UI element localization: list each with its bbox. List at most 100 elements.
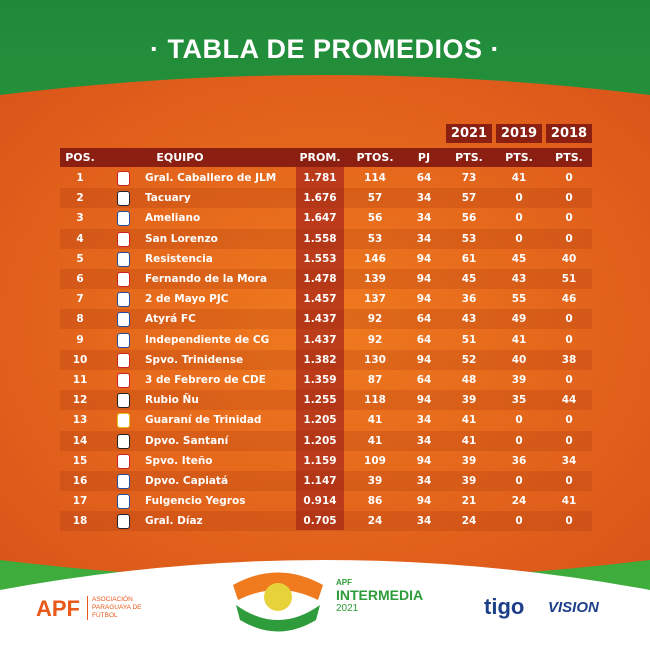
apf-logo: APF xyxy=(36,596,80,621)
team-name: Tacuary xyxy=(145,192,191,205)
team-logo xyxy=(117,433,130,449)
cell: 64 xyxy=(416,313,432,326)
event-year: 2021 xyxy=(336,603,359,614)
team-logo xyxy=(117,312,130,328)
year-header: 2018 xyxy=(546,124,592,143)
cell: 0 xyxy=(565,333,573,346)
cell: 34 xyxy=(416,475,432,487)
cell: 1 xyxy=(76,172,84,184)
cell: 4 xyxy=(76,232,84,245)
cell: 139 xyxy=(364,273,386,285)
team-logo xyxy=(117,231,130,247)
cell: 109 xyxy=(364,454,386,467)
cell: 57 xyxy=(367,192,383,205)
cell: 57 xyxy=(461,192,477,205)
cell: 45 xyxy=(461,273,477,285)
row-stripe xyxy=(60,349,592,370)
cell: 1.553 xyxy=(303,252,337,265)
cell: 0 xyxy=(515,192,523,205)
cell: 73 xyxy=(461,172,477,184)
cell: 53 xyxy=(367,232,383,245)
title: · TABLA DE PROMEDIOS · xyxy=(150,34,500,64)
cell: 38 xyxy=(561,353,577,366)
team-logo xyxy=(117,453,130,469)
cell: 41 xyxy=(461,434,477,447)
event-org: APF xyxy=(336,578,352,587)
cell: 1.647 xyxy=(303,212,337,225)
cell: 17 xyxy=(72,495,88,508)
team-name: Dpvo. Santaní xyxy=(145,434,229,447)
cell: 0 xyxy=(565,212,573,225)
row-stripe xyxy=(60,390,592,411)
team-logo xyxy=(117,191,130,207)
cell: 1.437 xyxy=(303,333,337,346)
year-header: 2021 xyxy=(446,124,492,143)
cell: 1.558 xyxy=(303,232,337,245)
cell: 41 xyxy=(511,172,527,184)
cell: 43 xyxy=(461,313,477,326)
cell: 87 xyxy=(367,374,383,386)
cell: 92 xyxy=(367,313,383,326)
cell: 94 xyxy=(416,495,432,508)
cell: 0 xyxy=(565,313,573,326)
cell: 94 xyxy=(416,454,432,467)
cell: 51 xyxy=(461,333,477,346)
cell: 48 xyxy=(461,374,477,386)
sponsor-tigo: tigo xyxy=(484,594,525,619)
cell: 40 xyxy=(511,353,527,366)
cell: 5 xyxy=(76,252,84,265)
cell: 34 xyxy=(416,192,432,205)
team-name: Guaraní de Trinidad xyxy=(145,414,262,427)
cell: 64 xyxy=(416,374,432,386)
cell: 16 xyxy=(72,475,88,487)
cell: 39 xyxy=(461,394,477,407)
event-logo xyxy=(233,572,323,632)
team-logo xyxy=(117,211,130,227)
team-name: 3 de Febrero de CDE xyxy=(145,374,266,386)
cell: 9 xyxy=(76,333,84,346)
cell: 10 xyxy=(72,353,88,366)
cell: 39 xyxy=(367,475,383,487)
cell: 2 xyxy=(76,192,84,205)
cell: 0 xyxy=(565,192,573,205)
cell: 1.676 xyxy=(303,192,337,205)
team-name: Spvo. Trinidense xyxy=(145,353,244,366)
sponsor-vision: VISION xyxy=(548,599,599,616)
cell: 34 xyxy=(416,414,432,427)
cell: 1.478 xyxy=(303,273,337,285)
cell: 94 xyxy=(416,273,432,285)
cell: 11 xyxy=(72,374,88,386)
cell: 41 xyxy=(367,434,383,447)
team-name: Spvo. Iteño xyxy=(145,454,213,467)
team-logo xyxy=(117,474,130,489)
cell: 0 xyxy=(515,434,523,447)
row-stripe xyxy=(60,228,592,249)
cell: 15 xyxy=(72,454,88,467)
cell: 56 xyxy=(367,212,383,225)
cell: 41 xyxy=(511,333,527,346)
row-stripe xyxy=(60,511,592,532)
cell: 118 xyxy=(364,394,386,407)
cell: 94 xyxy=(416,293,432,306)
team-name: Independiente de CG xyxy=(145,333,270,346)
column-header: PROM. xyxy=(299,151,341,164)
cell: 14 xyxy=(72,434,88,447)
row-stripe xyxy=(60,430,592,451)
cell: 94 xyxy=(416,252,432,265)
cell: 1.205 xyxy=(303,434,337,447)
row-stripe xyxy=(60,188,592,209)
cell: 0 xyxy=(515,515,523,528)
cell: 56 xyxy=(461,212,477,225)
team-logo xyxy=(117,373,130,388)
cell: 40 xyxy=(561,252,577,265)
team-logo xyxy=(117,393,130,409)
cell: 6 xyxy=(76,273,84,285)
cell: 44 xyxy=(561,394,577,407)
team-logo xyxy=(117,272,130,287)
column-header: PTS. xyxy=(555,151,583,164)
cell: 36 xyxy=(461,293,477,306)
cell: 24 xyxy=(511,495,527,508)
cell: 41 xyxy=(461,414,477,427)
event-name: INTERMEDIA xyxy=(336,587,424,603)
cell: 64 xyxy=(416,333,432,346)
